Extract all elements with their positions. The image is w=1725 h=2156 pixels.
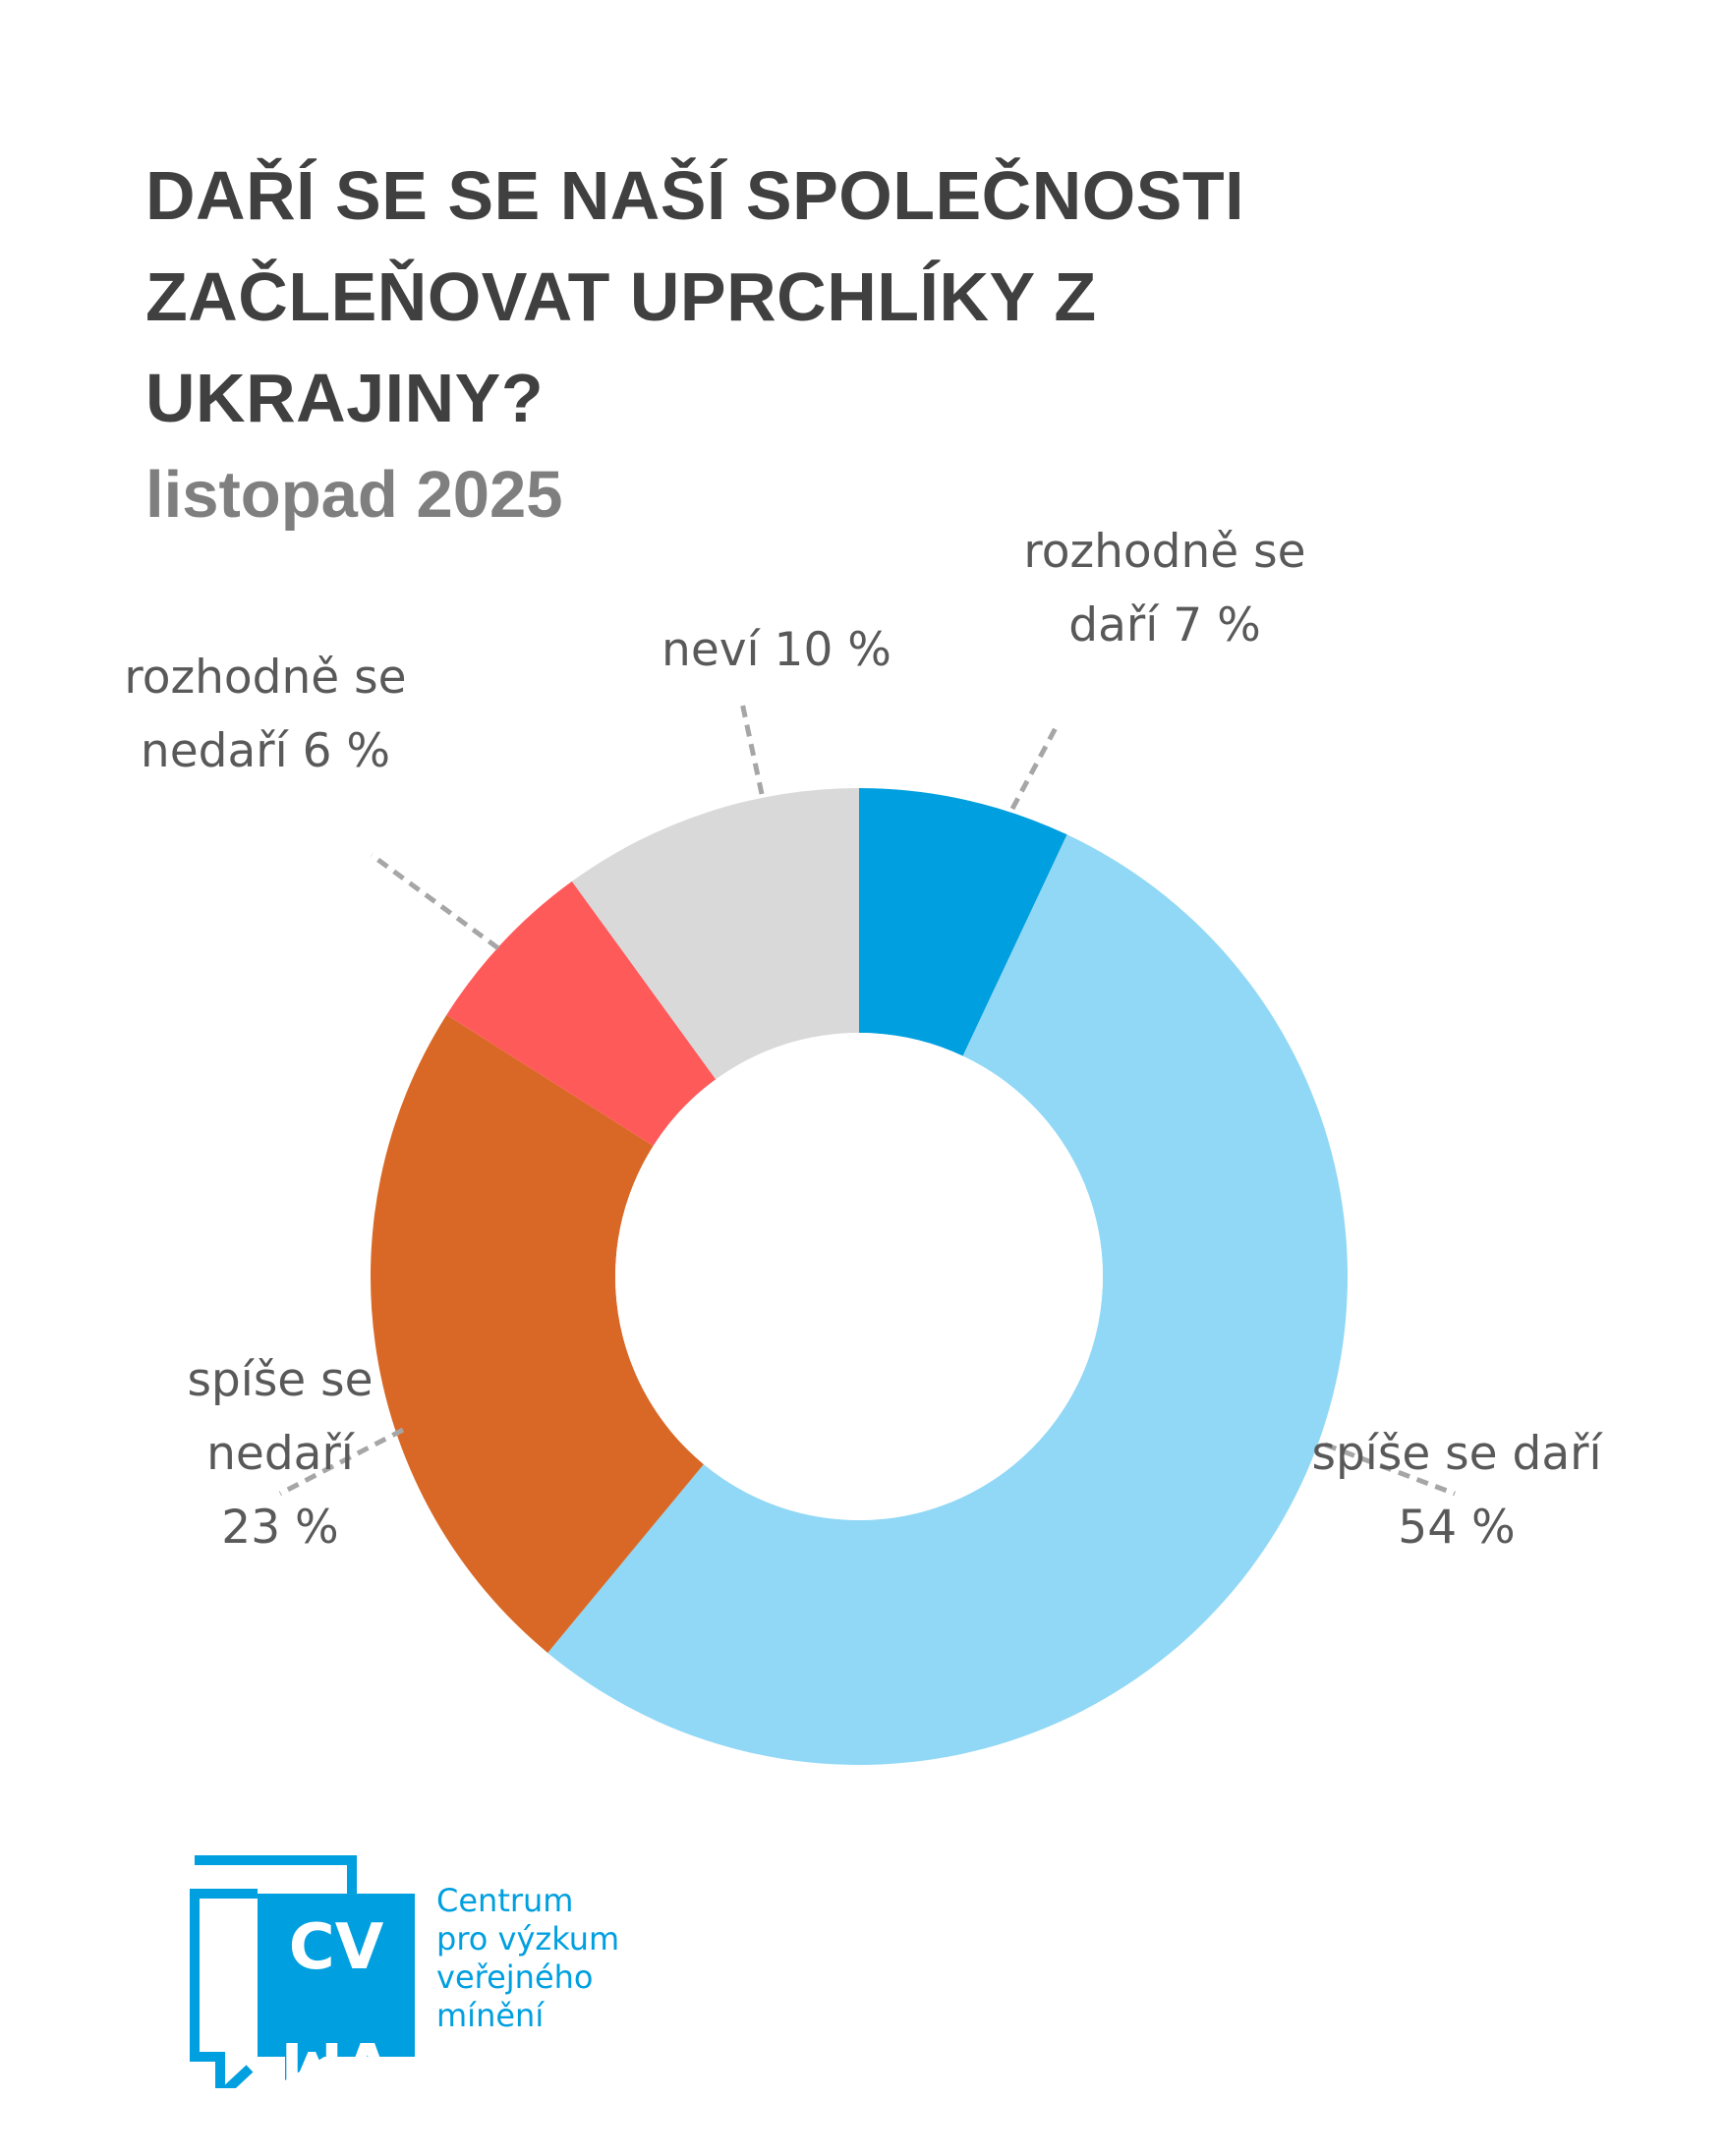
logo-mark-top: CV: [289, 1911, 384, 1984]
slice-label-2-line-1: nedaří: [206, 1427, 356, 1481]
chart-title-block: DAŘÍ SE SE NAŠÍ SPOLEČNOSTI ZAČLEŇOVAT U…: [145, 145, 1423, 539]
donut-slice-2: [370, 1014, 704, 1653]
slice-label-0: rozhodně se daří 7 %: [1023, 525, 1305, 652]
logo-text-line-4: mínění: [436, 1997, 545, 2034]
slice-label-0-line-1: daří 7 %: [1068, 598, 1260, 652]
donut-slice-4: [571, 788, 859, 1080]
chart-title-line-3: UKRAJINY?: [145, 360, 545, 436]
logo-mark-bottom: VM: [280, 2027, 391, 2088]
slice-label-3: rozhodně se nedaří 6 %: [124, 651, 406, 778]
logo-text-line-2: pro výzkum: [436, 1920, 620, 1957]
leader-line-2: [278, 1427, 405, 1497]
donut-slice-1: [547, 834, 1349, 1766]
leader-line-3: [370, 852, 500, 951]
slice-label-4: neví 10 %: [661, 623, 891, 677]
slice-label-0-line-0: rozhodně se: [1023, 525, 1305, 579]
slice-label-4-line-0: neví 10 %: [661, 623, 891, 677]
logo-text-line-3: veřejného: [436, 1958, 594, 1996]
slice-label-2: spíše se nedaří 23 %: [187, 1353, 373, 1555]
donut-slice-3: [446, 880, 717, 1147]
chart-title-line-2: ZAČLEŇOVAT UPRCHLÍKY Z: [145, 258, 1097, 335]
chart-title-line-1: DAŘÍ SE SE NAŠÍ SPOLEČNOSTI: [145, 157, 1245, 234]
logo-text-line-1: Centrum: [436, 1882, 574, 1919]
slice-label-3-line-0: rozhodně se: [124, 651, 406, 705]
donut-slice-0: [859, 788, 1067, 1056]
cvvm-logo-mark: CV VM: [190, 1855, 415, 2088]
slice-label-1-line-1: 54 %: [1398, 1501, 1515, 1555]
logo-filled-bubble: [258, 1894, 415, 2080]
leader-line-4: [739, 702, 765, 795]
logo-outline-tail: [215, 2065, 254, 2088]
leader-line-1: [1324, 1442, 1456, 1497]
logo-outline-bubble: [190, 1855, 357, 2088]
slice-label-1: spíše se daří 54 %: [1311, 1427, 1603, 1555]
leader-line-0: [1009, 722, 1061, 811]
logo-wordmark: Centrum pro výzkum veřejného mínění: [436, 1882, 619, 2035]
chart-subtitle: listopad 2025: [145, 458, 563, 532]
donut-hole: [615, 1033, 1103, 1520]
slice-label-2-line-0: spíše se: [187, 1353, 373, 1407]
slice-label-1-line-0: spíše se daří: [1311, 1427, 1603, 1481]
slice-label-3-line-1: nedaří 6 %: [141, 724, 390, 778]
slice-label-2-line-2: 23 %: [221, 1501, 338, 1555]
